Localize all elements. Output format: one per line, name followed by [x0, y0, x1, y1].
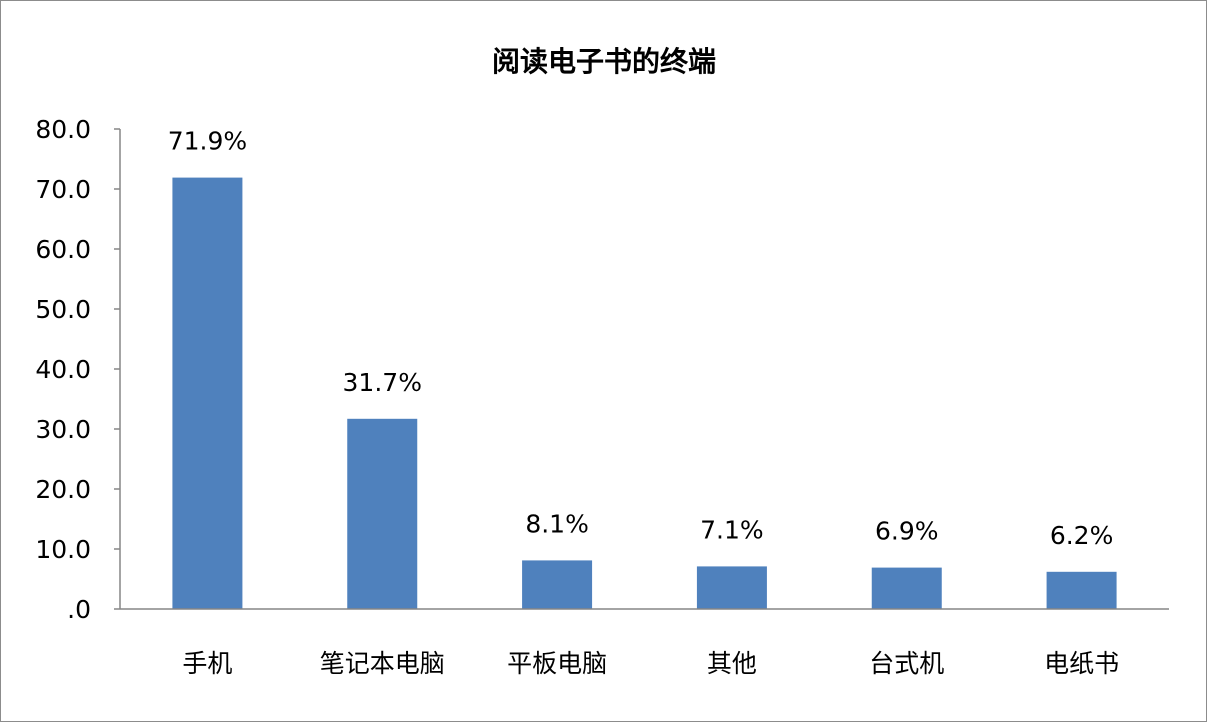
x-category-label: 电纸书: [1044, 649, 1119, 678]
x-category-label: 其他: [707, 649, 757, 678]
y-tick-label: 60.0: [35, 235, 91, 264]
data-label: 6.9%: [875, 517, 939, 546]
y-tick-label: 80.0: [35, 115, 91, 144]
bar: [172, 177, 243, 609]
data-label: 31.7%: [343, 368, 422, 397]
bar: [696, 566, 767, 609]
data-label: 6.2%: [1050, 521, 1114, 550]
bar: [347, 418, 418, 609]
y-axis: .0 10.0 20.0 30.0 40.0 50.0 60.0 70.0 80.0: [35, 115, 121, 624]
x-category-label: 台式机: [869, 649, 944, 678]
data-labels: 71.9% 31.7% 8.1% 7.1% 6.9% 6.2%: [168, 127, 1114, 550]
x-category-label: 手机: [182, 649, 232, 678]
bar: [522, 560, 593, 609]
data-label: 7.1%: [700, 515, 764, 544]
y-tick-label: 50.0: [35, 295, 91, 324]
data-label: 71.9%: [168, 127, 247, 156]
x-category-label: 笔记本电脑: [320, 649, 445, 678]
bar: [1046, 571, 1117, 609]
data-label: 8.1%: [525, 509, 589, 538]
chart-title: 阅读电子书的终端: [492, 45, 716, 78]
x-category-label: 平板电脑: [507, 649, 607, 678]
y-tick-label: 10.0: [35, 535, 91, 564]
y-tick-label: 20.0: [35, 475, 91, 504]
y-tick-label: 30.0: [35, 415, 91, 444]
y-tick-label: 70.0: [35, 175, 91, 204]
x-axis: 手机 笔记本电脑 平板电脑 其他 台式机 电纸书: [120, 608, 1169, 678]
bars: [172, 177, 1117, 609]
y-tick-label: .0: [67, 595, 91, 624]
y-tick-label: 40.0: [35, 355, 91, 384]
bar: [871, 567, 942, 609]
